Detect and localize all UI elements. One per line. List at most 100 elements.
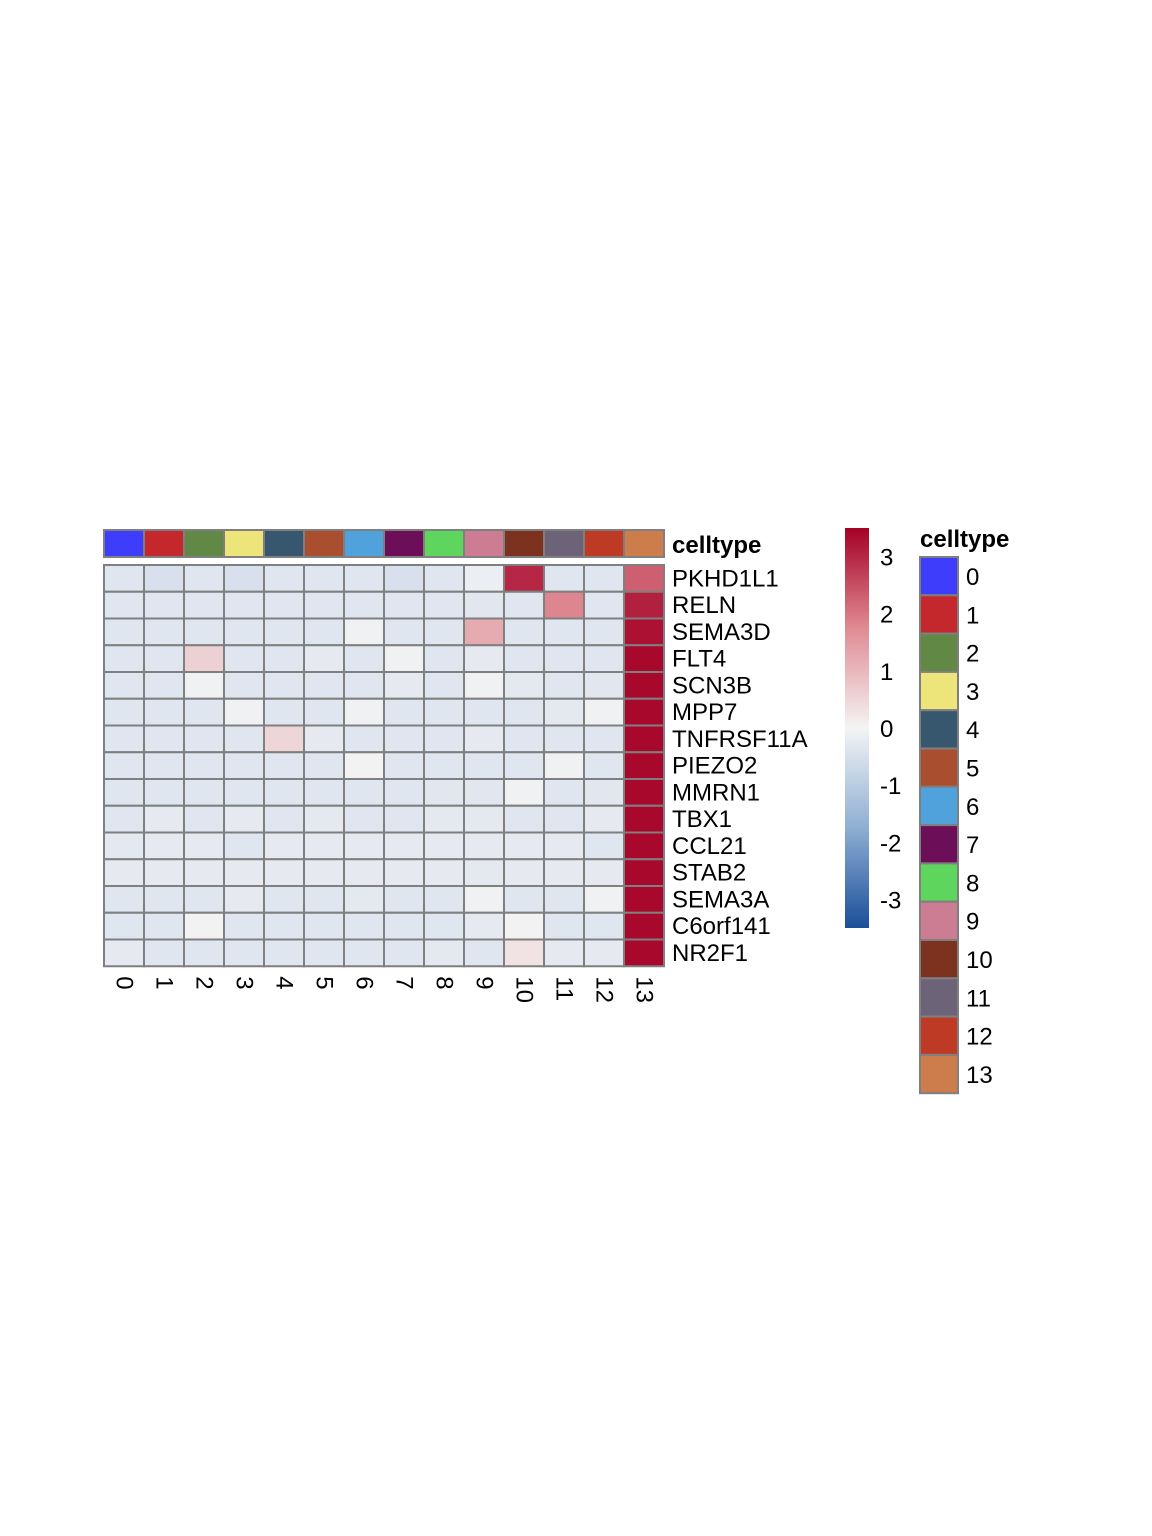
- heatmap-cell: [463, 804, 505, 834]
- heatmap-cell: [343, 831, 385, 861]
- legend-swatch: [919, 1015, 959, 1056]
- annotation-cell-5: [303, 529, 345, 558]
- heatmap-cell: [303, 938, 345, 968]
- heatmap-cell: [543, 778, 585, 807]
- heatmap-cell: [263, 858, 305, 887]
- colorbar-tick-label: -2: [880, 830, 901, 857]
- heatmap-cell: [463, 724, 505, 754]
- heatmap-cell: [503, 644, 545, 673]
- legend-label: 2: [966, 641, 979, 668]
- heatmap-cell: [303, 564, 345, 593]
- heatmap-cell: [263, 644, 305, 673]
- heatmap-cell: [183, 885, 225, 914]
- heatmap-cell: [103, 938, 145, 968]
- heatmap-cell: [383, 858, 425, 887]
- heatmap-cell: [623, 751, 665, 780]
- legend-label: 9: [966, 909, 979, 936]
- heatmap-cell: [223, 858, 265, 887]
- heatmap-cell: [583, 804, 625, 834]
- heatmap-cell: [423, 724, 465, 754]
- heatmap-cell: [143, 751, 185, 780]
- heatmap-cell: [543, 564, 585, 593]
- legend-title: celltype: [920, 526, 1009, 553]
- annotation-cell-3: [223, 529, 265, 558]
- heatmap-cell: [183, 671, 225, 700]
- heatmap-cell: [103, 617, 145, 647]
- heatmap-cell: [303, 751, 345, 780]
- legend-swatch: [919, 1053, 959, 1095]
- heatmap-cell: [543, 617, 585, 647]
- heatmap-cell: [303, 778, 345, 807]
- heatmap-cell: [263, 724, 305, 754]
- colorbar-tick-label: 0: [880, 716, 893, 743]
- heatmap-cell: [423, 858, 465, 887]
- row-label: TNFRSF11A: [672, 726, 808, 753]
- column-label: 8: [431, 976, 458, 989]
- heatmap-cell: [183, 751, 225, 780]
- legend-label: 11: [966, 985, 991, 1012]
- row-label: NR2F1: [672, 940, 748, 967]
- heatmap-cell: [423, 804, 465, 834]
- row-labels: PKHD1L1RELNSEMA3DFLT4SCN3BMPP7TNFRSF11AP…: [672, 565, 808, 967]
- annotation-cell-2: [183, 529, 225, 558]
- heatmap-cell: [223, 590, 265, 620]
- heatmap-cell: [303, 724, 345, 754]
- heatmap-cell: [223, 778, 265, 807]
- column-label: 1: [151, 976, 178, 989]
- annotation-cell-12: [583, 529, 625, 558]
- heatmap-cell: [103, 804, 145, 834]
- legend-swatch: [919, 632, 959, 673]
- annotation-cell-9: [463, 529, 505, 558]
- heatmap-cell: [623, 644, 665, 673]
- colorbar-ticks: 3 2 1 0 -1 -2 -3: [880, 545, 901, 915]
- column-label: 9: [471, 976, 498, 989]
- heatmap-cell: [183, 938, 225, 968]
- heatmap-cell: [143, 778, 185, 807]
- legend-label: 12: [966, 1024, 993, 1051]
- heatmap-cell: [623, 671, 665, 700]
- annotation-cell-1: [143, 529, 185, 558]
- heatmap-cell: [543, 697, 585, 727]
- heatmap-cell: [463, 751, 505, 780]
- heatmap-cell: [383, 831, 425, 861]
- legend-label: 0: [966, 564, 979, 591]
- heatmap-cell: [343, 617, 385, 647]
- heatmap-cell: [303, 804, 345, 834]
- legend-label: 4: [966, 717, 979, 744]
- heatmap-cell: [343, 697, 385, 727]
- heatmap-cell: [543, 885, 585, 914]
- heatmap-cell: [583, 697, 625, 727]
- heatmap-cell: [583, 911, 625, 941]
- heatmap-cell: [503, 831, 545, 861]
- heatmap-cell: [303, 671, 345, 700]
- column-label: 6: [351, 976, 378, 989]
- legend-swatch: [919, 670, 959, 712]
- heatmap-cell: [183, 858, 225, 887]
- heatmap-cell: [143, 617, 185, 647]
- heatmap-cell: [383, 644, 425, 673]
- heatmap-cell: [583, 644, 625, 673]
- heatmap-cell: [183, 831, 225, 861]
- legend-label: 5: [966, 756, 979, 783]
- heatmap-cell: [623, 804, 665, 834]
- heatmap-cell: [463, 564, 505, 593]
- heatmap-cell: [503, 938, 545, 968]
- legend-swatch: [919, 747, 959, 788]
- heatmap-cell: [343, 804, 385, 834]
- heatmap-cell: [623, 938, 665, 968]
- legend-swatch: [919, 862, 959, 903]
- heatmap-cell: [263, 590, 305, 620]
- heatmap-cell: [103, 590, 145, 620]
- heatmap-cell: [543, 590, 585, 620]
- heatmap-cell: [503, 697, 545, 727]
- heatmap-cell: [103, 751, 145, 780]
- column-label: 2: [191, 976, 218, 989]
- heatmap-cell: [143, 911, 185, 941]
- heatmap-cell: [503, 804, 545, 834]
- heatmap-cell: [263, 751, 305, 780]
- heatmap-cell: [623, 564, 665, 593]
- colorbar-tick-label: 3: [880, 545, 893, 572]
- row-label: TBX1: [672, 806, 732, 833]
- column-labels: 0 1 2 3 4 5 6 7 8 9 10 11 12 13: [111, 976, 658, 1003]
- heatmap-cell: [223, 671, 265, 700]
